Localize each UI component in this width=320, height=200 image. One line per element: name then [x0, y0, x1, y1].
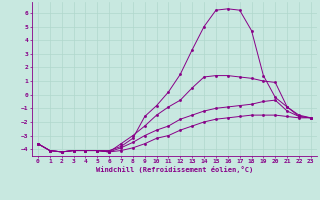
X-axis label: Windchill (Refroidissement éolien,°C): Windchill (Refroidissement éolien,°C) [96, 166, 253, 173]
